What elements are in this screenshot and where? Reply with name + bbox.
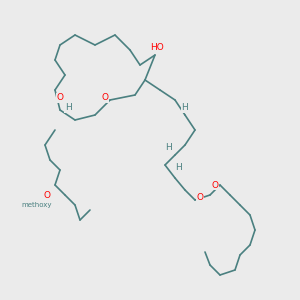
Text: H: H bbox=[64, 103, 71, 112]
Text: H: H bbox=[182, 103, 188, 112]
Text: O: O bbox=[196, 193, 203, 202]
Text: H: H bbox=[175, 164, 182, 172]
Text: O: O bbox=[56, 94, 64, 103]
Text: O: O bbox=[44, 190, 50, 200]
Text: O: O bbox=[212, 181, 218, 190]
Text: methoxy: methoxy bbox=[22, 202, 52, 208]
Text: HO: HO bbox=[150, 44, 164, 52]
Text: O: O bbox=[101, 94, 109, 103]
Text: H: H bbox=[165, 143, 171, 152]
